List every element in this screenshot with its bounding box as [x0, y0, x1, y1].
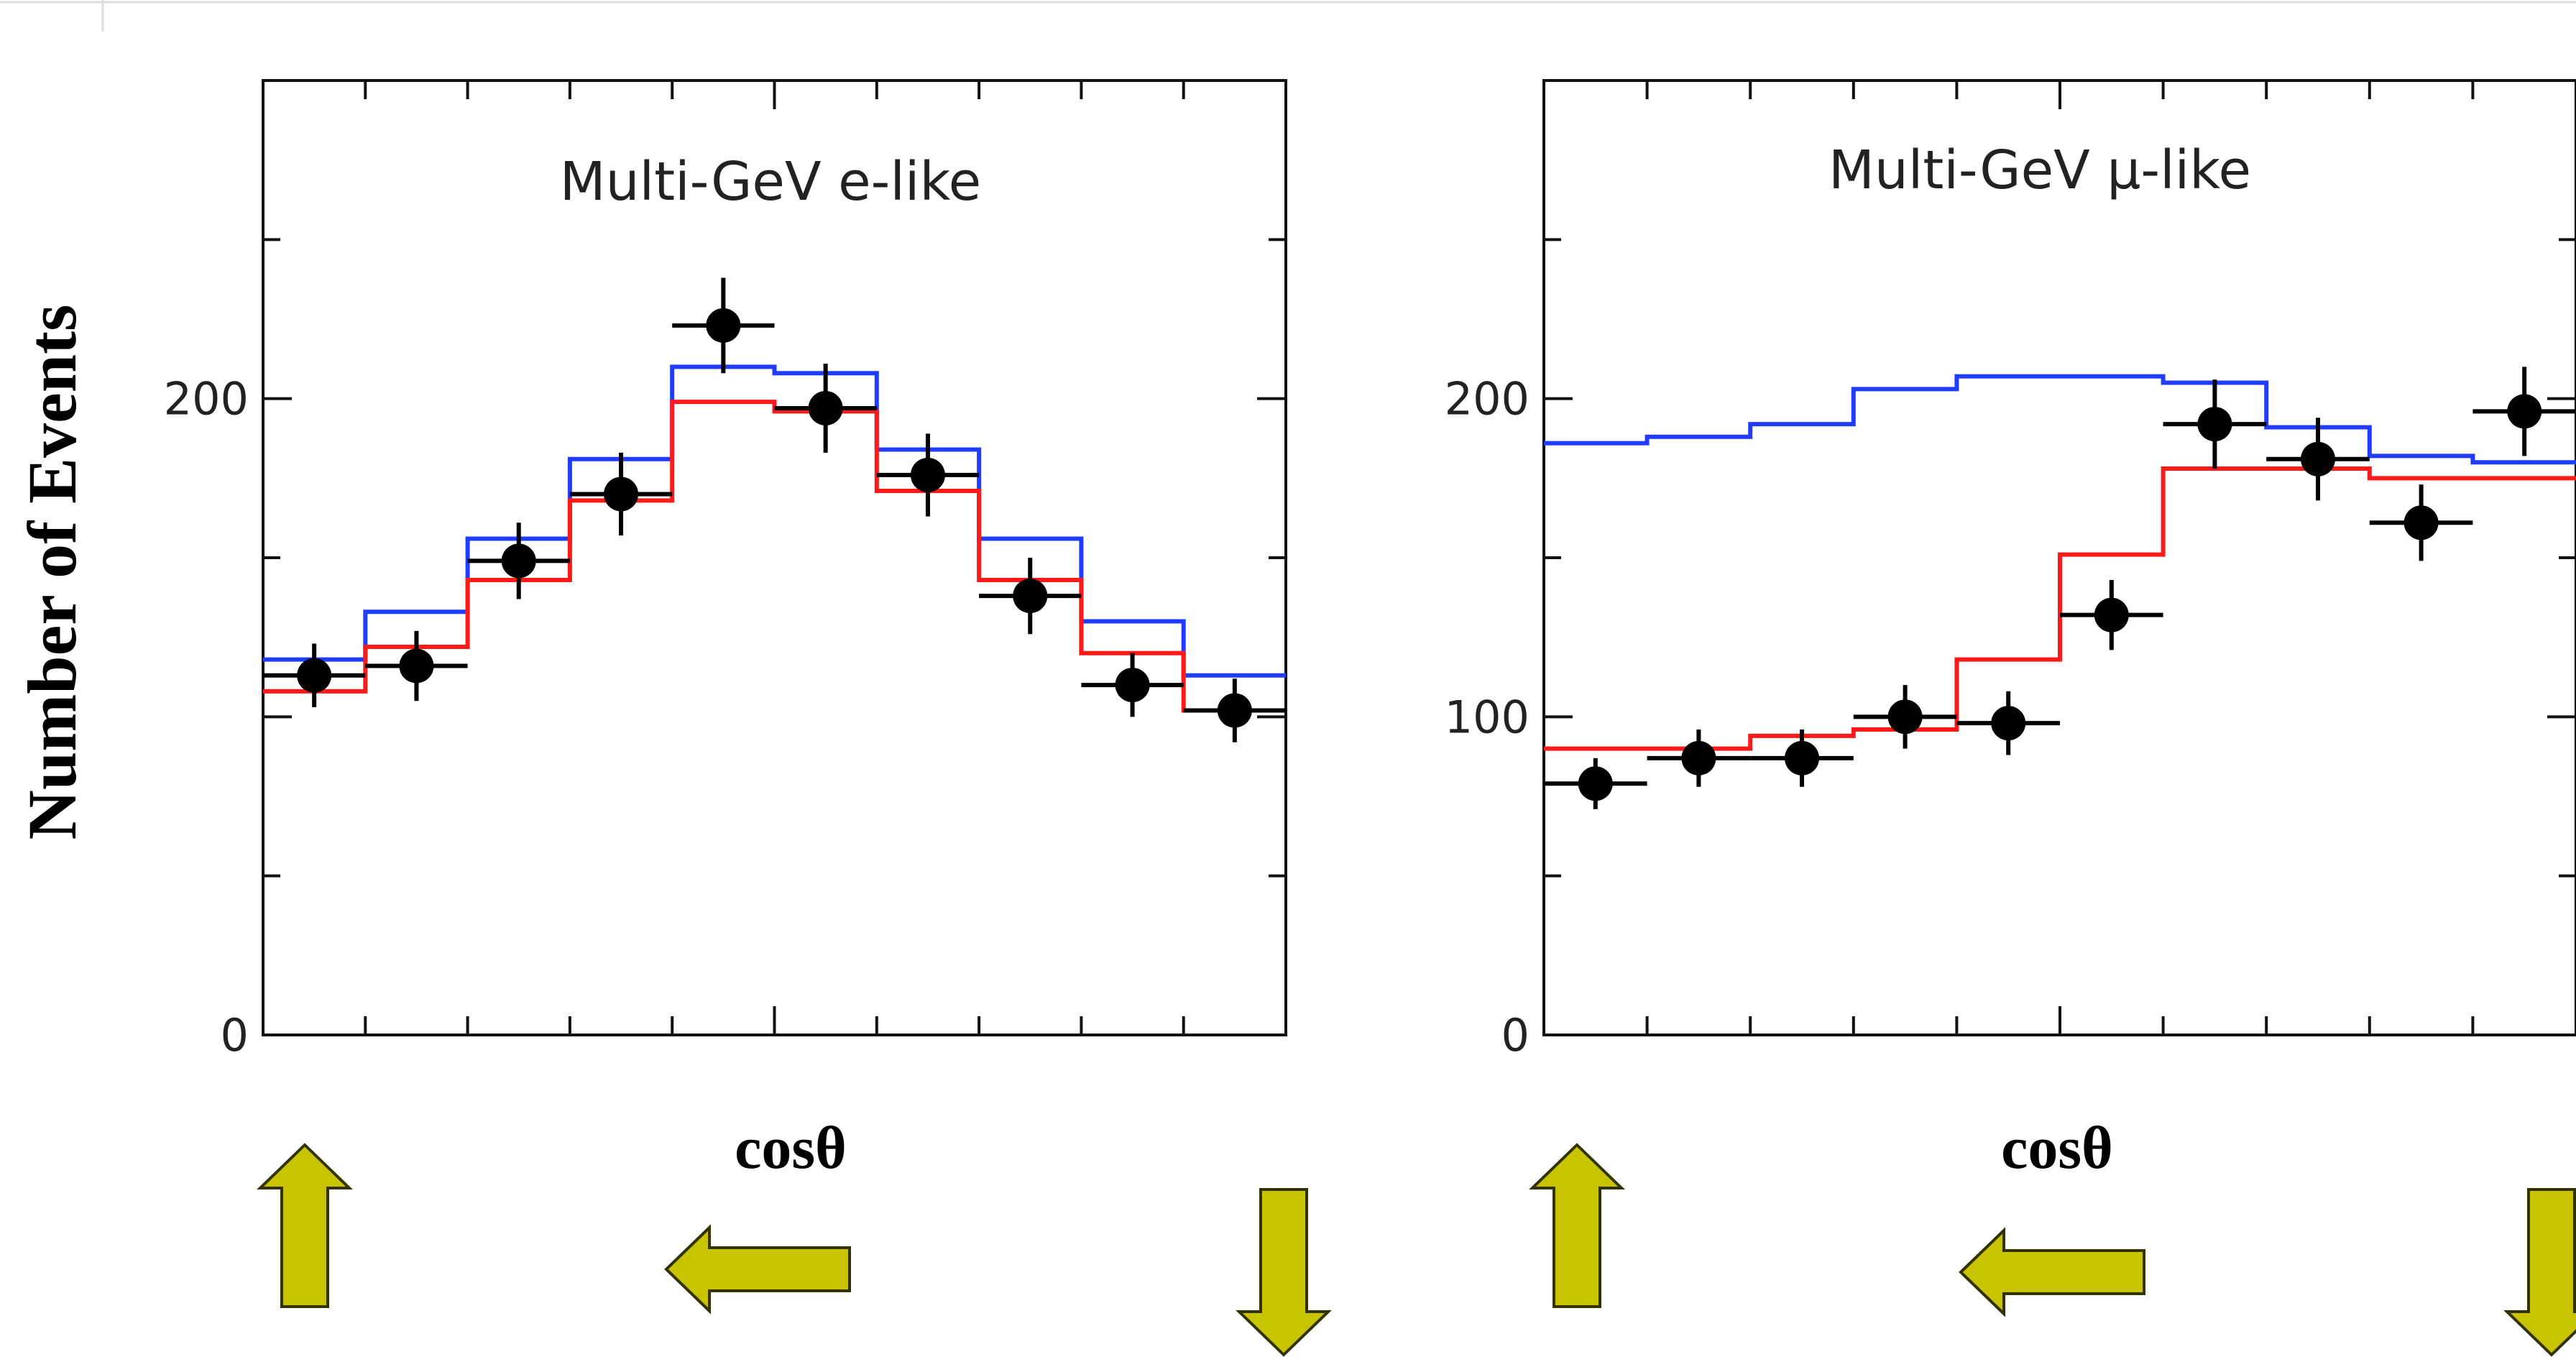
chart-panel-1: 0 200 Multi-GeV e-like Number of Events cosθ: [14, 79, 1332, 1357]
data-point-3: [467, 523, 570, 599]
data-point-8: [979, 558, 1082, 635]
plot-area: [263, 277, 1286, 742]
arrow-up-icon: [1529, 1143, 1625, 1308]
y-tick-label: 100: [1445, 691, 1530, 743]
data-marker: [604, 477, 639, 512]
plot-area: [1544, 367, 2576, 809]
data-marker: [2094, 597, 2129, 632]
data-marker: [1217, 693, 1252, 728]
data-marker: [501, 543, 536, 579]
data-point-7: [2163, 379, 2267, 469]
data-marker: [2404, 505, 2439, 540]
data-point-9: [1081, 653, 1184, 717]
y-tick-label: 200: [164, 373, 249, 425]
data-marker: [2301, 441, 2335, 477]
panels-layer: 0 200 Multi-GeV e-like Number of Events cosθ…: [14, 79, 2576, 1357]
data-point-7: [876, 433, 980, 517]
chart-panel-2: 0 100 200 Multi-GeV μ-like cosθ: [1445, 79, 2576, 1357]
data-marker: [399, 648, 434, 684]
mc-step-line-2: [1544, 466, 2576, 751]
data-marker: [1681, 740, 1716, 775]
data-point-10: [1183, 678, 1286, 742]
data-point-6: [2060, 579, 2163, 650]
data-point-1: [1544, 758, 1647, 809]
data-point-3: [1750, 729, 1854, 787]
y-axis-label: Number of Events: [14, 305, 91, 840]
data-point-5: [672, 277, 775, 374]
data-marker: [1991, 706, 2026, 741]
data-marker: [297, 658, 332, 693]
data-marker: [1578, 766, 1613, 801]
data-marker: [2507, 394, 2542, 429]
data-marker: [2197, 407, 2232, 442]
x-axis-label: cosθ: [2001, 1115, 2113, 1182]
data-point-9: [2369, 484, 2473, 561]
data-point-4: [569, 452, 673, 536]
data-point-6: [774, 363, 877, 453]
data-point-2: [365, 630, 468, 701]
y-tick-label: 200: [1445, 373, 1530, 425]
arrow-down-icon: [2503, 1188, 2576, 1357]
data-point-10: [2472, 367, 2576, 456]
data-point-5: [1956, 691, 2060, 755]
y-tick-label: 0: [1501, 1009, 1530, 1062]
y-tick-label: 0: [221, 1009, 249, 1062]
arrow-up-icon: [257, 1143, 353, 1308]
arrow-left-icon: [664, 1224, 851, 1315]
data-marker: [706, 308, 741, 343]
data-marker: [1785, 740, 1819, 775]
data-marker: [1013, 579, 1048, 614]
panel-title: Multi-GeV e-like: [560, 151, 981, 213]
data-point-2: [1647, 729, 1751, 787]
data-marker: [808, 390, 843, 425]
arrow-down-icon: [1236, 1188, 1332, 1357]
arrow-left-icon: [1959, 1227, 2145, 1317]
x-axis-label: cosθ: [735, 1115, 847, 1182]
data-marker: [1887, 699, 1923, 735]
panel-title: Multi-GeV μ-like: [1828, 139, 2251, 201]
mc-step-line-1: [1544, 374, 2576, 465]
data-marker: [1115, 668, 1150, 703]
data-point-8: [2266, 418, 2370, 501]
data-marker: [910, 457, 945, 492]
data-point-4: [1853, 685, 1957, 749]
data-point-1: [263, 643, 366, 708]
